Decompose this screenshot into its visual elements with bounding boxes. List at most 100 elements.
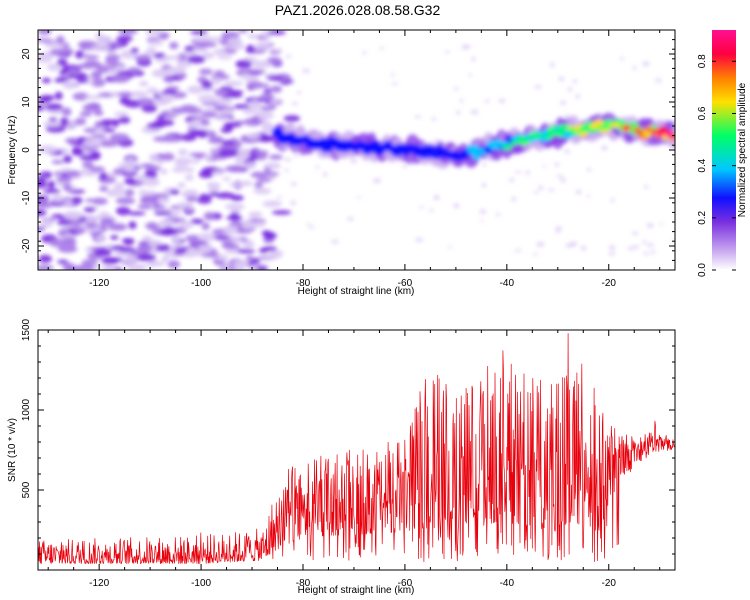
spectrogram-noise-blob bbox=[167, 260, 181, 269]
spectrogram-noise-blob bbox=[242, 108, 258, 115]
spectrogram-noise-blob bbox=[141, 103, 158, 113]
spectrogram-hotspot bbox=[622, 124, 632, 131]
spectrogram-noise-blob bbox=[233, 104, 251, 110]
spectrogram-speckle bbox=[647, 243, 654, 247]
spectrogram-noise-blob bbox=[145, 221, 158, 231]
spectrogram-y-tick-label: 10 bbox=[21, 96, 32, 108]
spectrogram-noise-blob bbox=[123, 177, 137, 185]
spectrogram-noise-blob bbox=[260, 83, 270, 88]
spectrogram-noise-blob bbox=[124, 164, 136, 173]
spectrogram-noise-blob bbox=[117, 91, 135, 98]
spectrogram-x-tick-label: -20 bbox=[602, 278, 617, 289]
snr-x-tick-label: -100 bbox=[191, 578, 211, 589]
spectrogram-noise-blob bbox=[130, 91, 148, 98]
spectrogram-noise-blob bbox=[56, 58, 68, 67]
spectrogram-noise-blob bbox=[242, 239, 255, 249]
spectrogram-speckle bbox=[379, 47, 384, 50]
snr-x-axis-label: Height of straight line (km) bbox=[298, 585, 415, 596]
spectrogram-noise-blob bbox=[128, 221, 137, 230]
spectrogram-noise-blob bbox=[190, 129, 208, 137]
spectrogram-noise-blob bbox=[158, 32, 169, 40]
spectrogram-noise-blob bbox=[113, 111, 130, 117]
spectrogram-noise-blob bbox=[156, 114, 166, 120]
snr-frame bbox=[37, 329, 676, 571]
spectrogram-hotspot bbox=[497, 141, 510, 146]
spectrogram-noise-blob bbox=[42, 121, 62, 128]
spectrogram-noise-blob bbox=[210, 191, 220, 197]
spectrogram-noise-blob bbox=[147, 40, 164, 46]
spectrogram-speckle bbox=[514, 171, 523, 174]
chart-title: PAZ1.2026.028.08.58.G32 bbox=[274, 2, 441, 18]
spectrogram-x-tick-label: -120 bbox=[89, 278, 109, 289]
spectrogram-noise-blob bbox=[213, 104, 227, 111]
spectrogram-noise-blob bbox=[174, 247, 188, 254]
spectrogram-noise-blob bbox=[59, 117, 69, 127]
spectrogram-speckle bbox=[514, 249, 523, 252]
spectrogram-noise-blob bbox=[46, 63, 61, 72]
spectrogram-noise-blob bbox=[72, 92, 90, 101]
spectrogram-noise-blob bbox=[38, 38, 54, 43]
spectrogram-noise-blob bbox=[184, 108, 203, 115]
spectrogram-noise-blob bbox=[214, 260, 226, 266]
spectrogram-noise-blob bbox=[38, 30, 52, 36]
spectrogram-noise-blob bbox=[246, 81, 265, 90]
spectrogram-noise-blob bbox=[159, 219, 175, 228]
spectrogram-speckle bbox=[643, 251, 650, 255]
spectrogram-noise-blob bbox=[224, 203, 245, 210]
spectrogram-noise-blob bbox=[49, 48, 68, 56]
spectrogram-noise-blob bbox=[201, 80, 213, 89]
spectrogram-speckle bbox=[331, 239, 339, 244]
spectrogram-speckle bbox=[655, 78, 662, 83]
colorbar bbox=[712, 30, 736, 270]
spectrogram-noise-blob bbox=[100, 217, 115, 226]
spectrogram-noise-blob bbox=[138, 189, 149, 197]
spectrogram-noise-blob bbox=[78, 223, 88, 229]
spectrogram-speckle bbox=[511, 196, 516, 202]
spectrogram-noise-blob bbox=[229, 212, 240, 222]
spectrogram-noise-blob bbox=[170, 107, 189, 114]
spectrogram-noise-blob bbox=[225, 165, 245, 173]
spectrogram-speckle bbox=[642, 240, 647, 244]
spectrogram-speckle bbox=[575, 189, 582, 195]
spectrogram-speckle bbox=[601, 145, 608, 151]
spectrogram-noise-blob bbox=[153, 207, 174, 212]
spectrogram-speckle bbox=[538, 185, 544, 190]
spectrogram-speckle bbox=[403, 164, 407, 169]
spectrogram-hotspot bbox=[666, 134, 675, 139]
spectrogram-noise-blob bbox=[115, 206, 131, 216]
spectrogram-noise-blob bbox=[38, 54, 53, 63]
spectrogram-noise-blob bbox=[125, 157, 136, 166]
spectrogram-speckle bbox=[274, 48, 283, 53]
spectrogram-speckle bbox=[481, 183, 487, 188]
spectrogram-noise-blob bbox=[169, 189, 180, 195]
spectrogram-noise-blob bbox=[162, 77, 175, 82]
spectrogram-noise-blob bbox=[184, 174, 194, 181]
spectrogram-noise-blob bbox=[49, 238, 68, 248]
spectrogram-noise-blob bbox=[76, 78, 89, 84]
spectrogram-noise-blob bbox=[224, 93, 243, 99]
snr-y-tick-label: 500 bbox=[21, 481, 32, 498]
spectrogram-noise-blob bbox=[235, 59, 253, 69]
spectrogram-noise-blob bbox=[47, 180, 56, 189]
spectrogram-speckle bbox=[482, 162, 487, 167]
spectrogram-noise-blob bbox=[171, 234, 182, 243]
spectrogram-speckle bbox=[445, 50, 450, 54]
spectrogram-noise-blob bbox=[253, 150, 269, 156]
spectrogram-noise-blob bbox=[77, 136, 86, 143]
spectrogram-speckle bbox=[547, 188, 555, 192]
spectrogram-noise-blob bbox=[238, 30, 249, 33]
spectrogram-noise-blob bbox=[139, 80, 149, 87]
spectrogram-hotspot bbox=[567, 128, 575, 135]
spectrogram-noise-blob bbox=[224, 122, 234, 131]
spectrogram-noise-blob bbox=[187, 239, 201, 244]
spectrogram-noise-blob bbox=[110, 245, 126, 251]
spectrogram-speckle bbox=[644, 185, 648, 189]
spectrogram-noise-blob bbox=[262, 200, 282, 208]
spectrogram-noise-blob bbox=[140, 163, 156, 169]
spectrogram-noise-blob bbox=[200, 118, 210, 126]
spectrogram-noise-blob bbox=[247, 154, 259, 160]
spectrogram-noise-blob bbox=[109, 41, 121, 47]
spectrogram-noise-blob bbox=[198, 193, 214, 199]
spectrogram-speckle bbox=[323, 172, 328, 177]
